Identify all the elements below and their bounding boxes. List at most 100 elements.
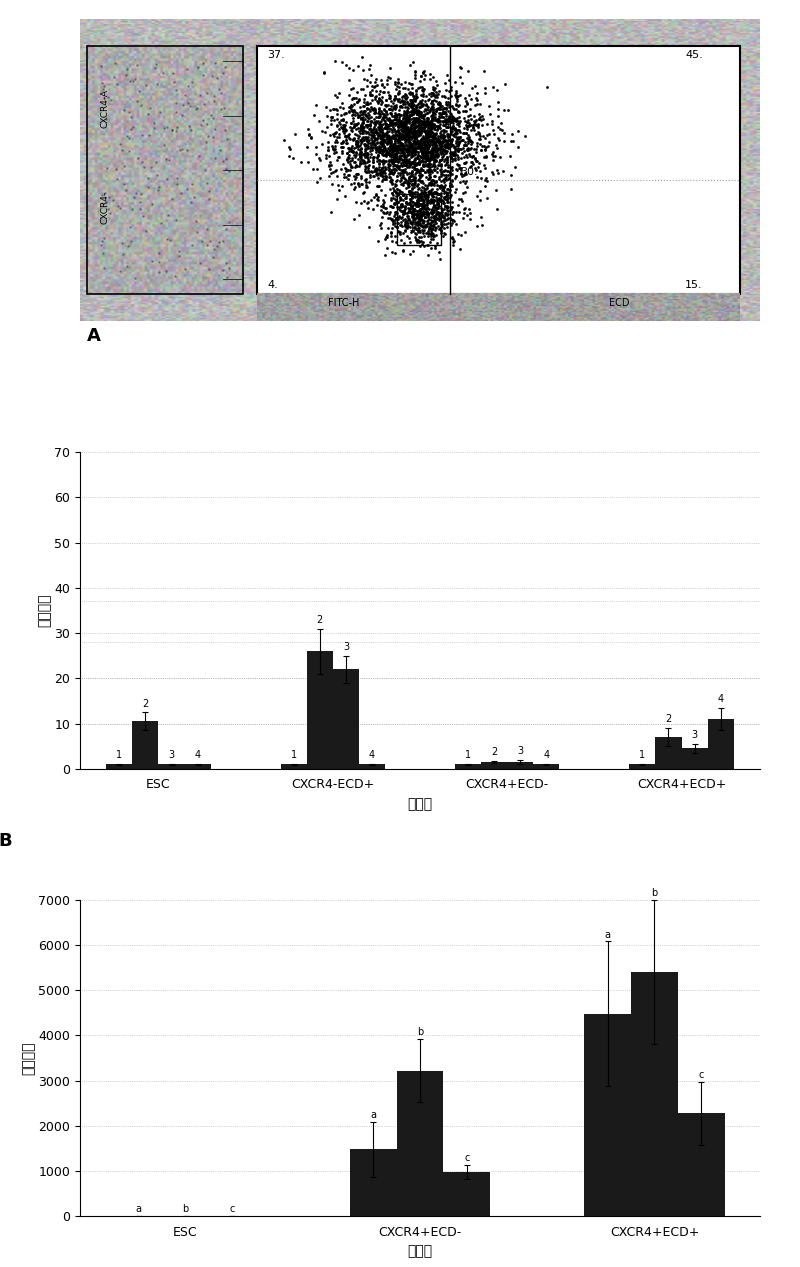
Point <box>392 151 405 171</box>
Point <box>416 114 429 134</box>
Point <box>361 148 374 169</box>
Point <box>374 111 387 132</box>
Point <box>434 95 446 115</box>
Point <box>424 174 437 194</box>
Point <box>419 199 432 219</box>
Point <box>378 113 391 133</box>
Point <box>392 72 405 92</box>
Point <box>399 123 412 143</box>
Point <box>381 143 394 163</box>
Point <box>505 179 518 199</box>
Point <box>369 134 382 155</box>
Point <box>421 155 434 175</box>
Point <box>404 217 417 237</box>
Point <box>358 143 370 163</box>
Point <box>336 99 349 119</box>
Point <box>396 90 409 110</box>
Point <box>423 136 436 156</box>
Point <box>371 144 384 165</box>
Point <box>458 134 470 155</box>
Point <box>415 80 428 100</box>
Point <box>431 189 444 209</box>
Point <box>435 165 448 185</box>
Text: a: a <box>136 1204 142 1214</box>
Point <box>440 95 453 115</box>
Point <box>421 103 434 123</box>
Point <box>434 160 447 180</box>
Point <box>427 201 440 222</box>
Point <box>450 111 462 132</box>
Point <box>424 184 437 204</box>
Point <box>424 113 437 133</box>
Point <box>366 85 378 105</box>
Point <box>473 104 486 124</box>
Point <box>346 105 358 125</box>
Point <box>419 195 432 215</box>
Point <box>422 151 435 171</box>
Point <box>444 158 457 179</box>
Point <box>408 122 421 142</box>
Point <box>342 124 355 144</box>
Point <box>161 229 174 250</box>
Point <box>283 137 296 157</box>
Point <box>418 144 430 165</box>
Bar <box>534 764 559 769</box>
Point <box>318 63 330 84</box>
Point <box>427 190 440 210</box>
Point <box>390 166 403 186</box>
Point <box>410 120 423 141</box>
Point <box>358 100 370 120</box>
Point <box>407 217 420 237</box>
Point <box>390 122 402 142</box>
Point <box>338 103 351 123</box>
Point <box>404 213 417 233</box>
Point <box>369 122 382 142</box>
Point <box>341 150 354 170</box>
Point <box>380 125 393 146</box>
Point <box>453 117 466 137</box>
Point <box>393 148 406 169</box>
Point <box>481 136 494 156</box>
Point <box>404 166 417 186</box>
Point <box>434 136 447 156</box>
Point <box>429 128 442 148</box>
Point <box>398 128 411 148</box>
Point <box>402 72 415 92</box>
Point <box>411 111 424 132</box>
Point <box>386 218 398 238</box>
Point <box>378 151 391 171</box>
Point <box>413 218 426 238</box>
Point <box>354 174 367 194</box>
Point <box>446 129 458 150</box>
Point <box>389 114 402 134</box>
Point <box>398 120 410 141</box>
Point <box>402 205 415 226</box>
Point <box>394 215 406 236</box>
Point <box>371 146 384 166</box>
Point <box>132 147 145 167</box>
Point <box>382 109 394 129</box>
Point <box>430 141 442 161</box>
Point <box>479 167 492 188</box>
Point <box>442 89 455 109</box>
Point <box>406 220 419 241</box>
Point <box>467 105 480 125</box>
Point <box>366 139 378 160</box>
Point <box>433 184 446 204</box>
Point <box>411 113 424 133</box>
Point <box>435 99 448 119</box>
Point <box>424 210 437 231</box>
Point <box>330 142 342 162</box>
Point <box>397 223 410 243</box>
Point <box>346 100 358 120</box>
Point <box>436 176 449 196</box>
Point <box>384 137 397 157</box>
Point <box>410 133 422 153</box>
Point <box>398 104 410 124</box>
Point <box>423 136 436 156</box>
Point <box>416 223 429 243</box>
Point <box>116 243 129 264</box>
Point <box>398 162 411 182</box>
Point <box>424 215 437 236</box>
Point <box>415 143 428 163</box>
